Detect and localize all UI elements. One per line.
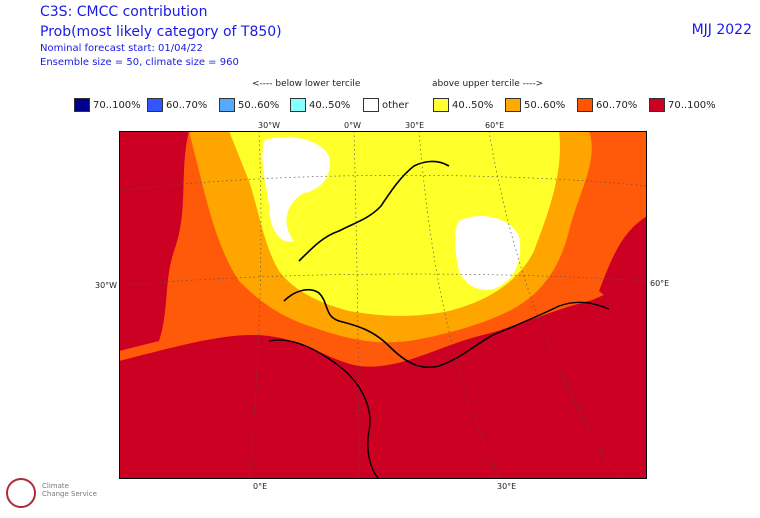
coastline-north — [298, 160, 450, 262]
legend-swatch — [649, 98, 665, 112]
title-line-1: C3S: CMCC contribution — [40, 4, 208, 20]
above-tercile-label: above upper tercile ----> — [432, 79, 544, 89]
coastline-mediterranean — [283, 289, 492, 368]
logo-text: Climate Change Service — [42, 482, 97, 498]
copernicus-logo: Climate Change Service — [4, 476, 114, 514]
legend-label: other — [382, 99, 409, 111]
ensemble-size-text: Ensemble size = 50, climate size = 960 — [40, 57, 239, 68]
shade-70-100-south — [119, 251, 647, 479]
legend-swatch — [505, 98, 521, 112]
legend-swatch — [433, 98, 449, 112]
shade-other-east — [455, 216, 521, 290]
season-label: MJJ 2022 — [691, 22, 752, 38]
legend-label: 40..50% — [452, 99, 494, 111]
shade-70-100-atlantic — [119, 131, 189, 351]
legend-swatch — [290, 98, 306, 112]
legend-item: 50..60% — [505, 97, 565, 113]
legend-item: 60..70% — [577, 97, 637, 113]
graticule — [119, 131, 647, 479]
legend-item: 40..50% — [290, 97, 350, 113]
legend-label: 50..60% — [524, 99, 566, 111]
legend-label: 70..100% — [93, 99, 141, 111]
legend-item: 70..100% — [649, 97, 716, 113]
logo-text-line: Change Service — [42, 490, 97, 498]
legend-item: other — [363, 97, 409, 113]
map-frame — [119, 131, 647, 479]
below-tercile-label: <---- below lower tercile — [252, 79, 361, 89]
grid-label-top: 60°E — [485, 121, 505, 130]
grid-label-right: 60°E — [650, 279, 670, 288]
logo-ring-icon — [6, 478, 36, 508]
coastline-africa — [268, 339, 380, 479]
legend-swatch — [219, 98, 235, 112]
grid-label-bottom: 30°E — [497, 482, 517, 491]
shade-70-100-east — [599, 216, 647, 331]
logo-text-line: Climate — [42, 482, 69, 490]
legend-label: 40..50% — [309, 99, 351, 111]
legend-label: 70..100% — [668, 99, 716, 111]
legend-item: 40..50% — [433, 97, 493, 113]
shade-other-north — [262, 136, 330, 242]
legend-label: 50..60% — [238, 99, 280, 111]
legend-item: 50..60% — [219, 97, 279, 113]
coastline-east — [490, 301, 610, 337]
grid-label-top: 30°W — [258, 121, 281, 130]
grid-label-left: 30°W — [95, 281, 118, 290]
forecast-start-text: Nominal forecast start: 01/04/22 — [40, 43, 203, 54]
legend-label: 60..70% — [166, 99, 208, 111]
legend-label: 60..70% — [596, 99, 638, 111]
legend-swatch — [577, 98, 593, 112]
probability-map — [119, 131, 647, 479]
legend-swatch — [363, 98, 379, 112]
legend-swatch — [147, 98, 163, 112]
grid-label-top: 0°W — [344, 121, 361, 130]
title-line-2: Prob(most likely category of T850) — [40, 24, 282, 40]
legend-item: 70..100% — [74, 97, 141, 113]
grid-label-top: 30°E — [405, 121, 425, 130]
legend-swatch — [74, 98, 90, 112]
legend-item: 60..70% — [147, 97, 207, 113]
grid-label-bottom: 0°E — [253, 482, 268, 491]
